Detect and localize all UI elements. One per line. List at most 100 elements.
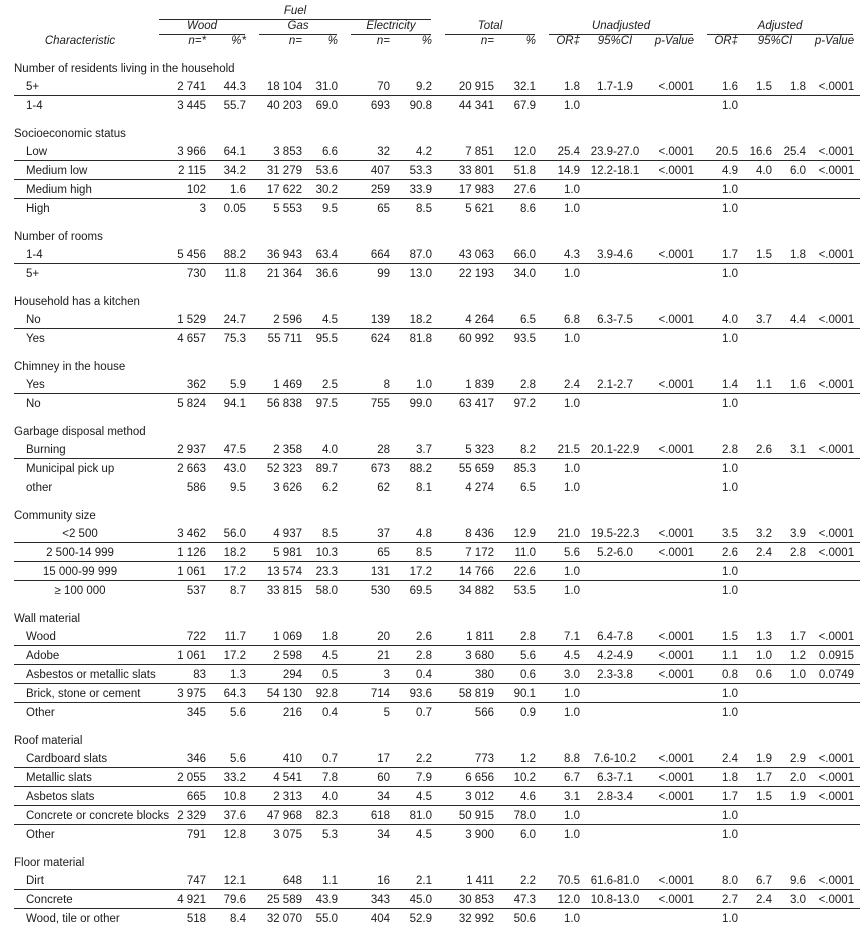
cell: 18 104 <box>252 76 308 97</box>
cell: 4.2-4.9 <box>586 645 650 666</box>
cell: 13 574 <box>252 561 308 582</box>
table-row: Municipal pick up 2 663 43.0 52 323 89.7 673 8… <box>14 459 860 478</box>
cell: 27.6 <box>500 179 542 200</box>
cell: 6.6 <box>308 141 344 162</box>
cell: 6.7 <box>744 870 778 891</box>
cell <box>778 683 812 704</box>
cell <box>650 805 700 826</box>
cell <box>744 96 778 115</box>
gas-n-header: n= <box>288 35 302 48</box>
cell: 9.5 <box>230 482 246 495</box>
cell: 346 <box>152 748 212 769</box>
cell: 14 766 <box>438 561 500 582</box>
table-row: ≥ 100 000 537 8.7 33 815 58.0 530 69.5 34 882 53… <box>14 581 860 600</box>
cell: 21 364 <box>266 268 302 281</box>
cell: 1.0 <box>722 829 738 842</box>
cell: 30.2 <box>308 179 344 200</box>
cell: 0.6 <box>744 664 778 685</box>
row-label: No <box>14 309 152 330</box>
cell: 3 <box>199 203 206 216</box>
cell: 21 <box>344 645 396 666</box>
cell: <.0001 <box>812 439 861 460</box>
cell: 63 417 <box>458 398 494 411</box>
section-title: Household has a kitchen <box>14 296 140 309</box>
cell: 17.2 <box>212 561 252 582</box>
section-title: Number of residents living in the househ… <box>14 63 235 76</box>
cell: 79.6 <box>212 889 252 910</box>
fuel-group-header: Fuel <box>152 5 438 21</box>
cell: 12.9 <box>500 523 542 544</box>
cell <box>778 561 812 582</box>
cell <box>586 459 650 478</box>
cell: 78.0 <box>500 805 542 826</box>
row-label: other <box>26 482 53 495</box>
cell: 24.7 <box>212 309 252 330</box>
cell: <.0001 <box>812 626 861 647</box>
cell: 1.0 <box>722 333 738 346</box>
cell: 33.9 <box>396 179 438 200</box>
cell: <.0001 <box>650 626 700 647</box>
cell: 1.3 <box>212 664 252 685</box>
cell: 31 279 <box>252 160 308 181</box>
unadjusted-ci-header: 95%CI <box>597 35 633 48</box>
table-row: Wood 722 11.7 1 069 1.8 20 2.6 1 811 2.8 7.1 6.4-7… <box>14 626 861 647</box>
cell: 32 992 <box>458 913 494 926</box>
cell: 1.0 <box>542 179 586 200</box>
cell: 2.8 <box>778 542 812 563</box>
cell: 7.8 <box>308 767 344 788</box>
cell: 56 838 <box>266 398 302 411</box>
cell <box>744 329 778 348</box>
cell: 82.3 <box>308 805 344 826</box>
total-n-header: n= <box>480 35 494 48</box>
row-label: Cardboard slats <box>14 748 152 769</box>
cell: 14.9 <box>542 160 586 181</box>
cell: 4 264 <box>438 309 500 330</box>
section-row: Household has a kitchen <box>14 283 860 310</box>
cell: 4.0 <box>308 786 344 807</box>
cell: 1.0 <box>722 482 738 495</box>
section-title: Floor material <box>14 857 85 870</box>
row-label: Municipal pick up <box>26 463 115 476</box>
cell: 4 541 <box>252 767 308 788</box>
cell: 4.0 <box>700 309 744 330</box>
cell: 19.5-22.3 <box>586 523 650 544</box>
cell: 95.5 <box>315 333 338 346</box>
row-label: 2 500-14 999 <box>14 542 152 563</box>
cell: 2.6 <box>396 626 438 647</box>
cell <box>778 909 812 928</box>
cell: 4.9 <box>700 160 744 181</box>
cell: 25.4 <box>778 141 812 162</box>
cell: 23.9-27.0 <box>586 141 650 162</box>
cell: 1.9 <box>778 786 812 807</box>
cell: <.0001 <box>812 786 861 807</box>
row-label: Medium low <box>14 160 152 181</box>
cell: <.0001 <box>812 374 861 395</box>
cell <box>586 561 650 582</box>
cell <box>778 581 812 600</box>
cell: 1.0 <box>542 805 586 826</box>
cell: 7 851 <box>438 141 500 162</box>
table-row: Medium low 2 115 34.2 31 279 53.6 407 53.3 33 8… <box>14 160 861 181</box>
cell: 1.0 <box>722 913 738 926</box>
cell: 1.8 <box>542 76 586 97</box>
cell: 518 <box>186 913 206 926</box>
cell: 7 172 <box>438 542 500 563</box>
cell <box>650 825 700 844</box>
cell: <.0001 <box>650 141 700 162</box>
cell: 25 589 <box>252 889 308 910</box>
cell: 34.2 <box>212 160 252 181</box>
cell: 34 <box>344 786 396 807</box>
cell: 92.8 <box>308 683 344 704</box>
spacer <box>438 5 860 20</box>
cell: 1.0 <box>700 179 744 200</box>
cell: 12.0 <box>500 141 542 162</box>
cell: 1.0 <box>564 463 580 476</box>
cell: 131 <box>344 561 396 582</box>
cell: 50 915 <box>438 805 500 826</box>
cell <box>586 683 650 704</box>
cell <box>586 478 650 497</box>
cell: 747 <box>152 870 212 891</box>
cell: 8.5 <box>396 542 438 563</box>
cell: 3 900 <box>465 829 494 842</box>
row-label: 1-4 <box>26 100 43 113</box>
